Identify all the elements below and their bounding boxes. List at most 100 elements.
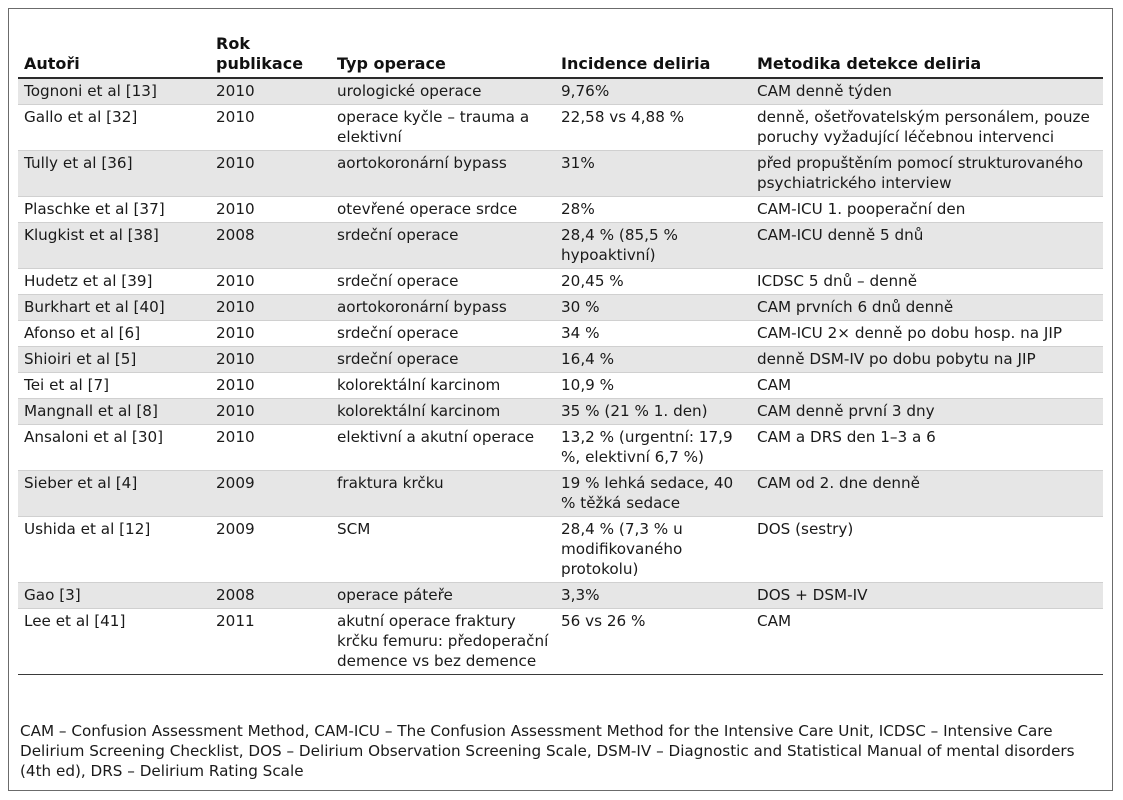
cell-incidence: 30 % xyxy=(555,294,751,321)
table-row: Shioiri et al [5] 2010 srdeční operace 16,4… xyxy=(18,346,1103,373)
table-row: Tognoni et al [13] 2010 urologické operace… xyxy=(18,78,1103,105)
cell-detection-method: CAM-ICU 1. pooperační den xyxy=(751,196,1103,223)
cell-incidence: 19 % lehká sedace, 40 % těžká sedace xyxy=(555,470,751,517)
cell-operation-type: srdeční operace xyxy=(331,268,555,295)
table-row: Klugkist et al [38] 2008 srdeční operace 28… xyxy=(18,222,1103,269)
table-row: Burkhart et al [40] 2010 aortokoronární by… xyxy=(18,294,1103,321)
cell-author: Ansaloni et al [30] xyxy=(18,424,210,471)
cell-detection-method: DOS + DSM-IV xyxy=(751,582,1103,609)
table-row: Mangnall et al [8] 2010 kolorektální karci… xyxy=(18,398,1103,425)
cell-incidence: 28% xyxy=(555,196,751,223)
table-row: Afonso et al [6] 2010 srdeční operace 34 % C… xyxy=(18,320,1103,347)
table-row: Ushida et al [12] 2009 SCM 28,4 % (7,3 % u … xyxy=(18,516,1103,583)
cell-author: Klugkist et al [38] xyxy=(18,222,210,269)
cell-year: 2010 xyxy=(210,294,331,321)
cell-year: 2010 xyxy=(210,150,331,197)
cell-incidence: 31% xyxy=(555,150,751,197)
cell-operation-type: srdeční operace xyxy=(331,320,555,347)
cell-author: Shioiri et al [5] xyxy=(18,346,210,373)
table-row: Sieber et al [4] 2009 fraktura krčku 19 % l… xyxy=(18,470,1103,517)
cell-author: Gallo et al [32] xyxy=(18,104,210,151)
cell-detection-method: CAM xyxy=(751,372,1103,399)
header-row: Autoři Rok publikace Typ operace Inciden… xyxy=(18,20,1103,79)
cell-year: 2010 xyxy=(210,346,331,373)
cell-detection-method: před propuštěním pomocí strukturovaného … xyxy=(751,150,1103,197)
header-incidence: Incidence deliria xyxy=(555,20,751,79)
table-header: Autoři Rok publikace Typ operace Inciden… xyxy=(18,20,1103,79)
cell-year: 2008 xyxy=(210,222,331,269)
cell-operation-type: kolorektální karcinom xyxy=(331,372,555,399)
cell-author: Ushida et al [12] xyxy=(18,516,210,583)
cell-operation-type: aortokoronární bypass xyxy=(331,150,555,197)
cell-operation-type: otevřené operace srdce xyxy=(331,196,555,223)
table-legend: CAM – Confusion Assessment Method, CAM-I… xyxy=(20,722,1075,780)
cell-detection-method: denně DSM-IV po dobu pobytu na JIP xyxy=(751,346,1103,373)
cell-incidence: 13,2 % (urgentní: 17,9 %, elektivní 6,7 … xyxy=(555,424,751,471)
cell-operation-type: aortokoronární bypass xyxy=(331,294,555,321)
cell-operation-type: akutní operace fraktury krčku femuru: př… xyxy=(331,608,555,675)
cell-incidence: 34 % xyxy=(555,320,751,347)
cell-detection-method: CAM denně první 3 dny xyxy=(751,398,1103,425)
cell-operation-type: fraktura krčku xyxy=(331,470,555,517)
table-row: Hudetz et al [39] 2010 srdeční operace 20,4… xyxy=(18,268,1103,295)
cell-operation-type: srdeční operace xyxy=(331,222,555,269)
cell-detection-method: ICDSC 5 dnů – denně xyxy=(751,268,1103,295)
table-row: Gallo et al [32] 2010 operace kyčle – trau… xyxy=(18,104,1103,151)
table-row: Ansaloni et al [30] 2010 elektivní a akutn… xyxy=(18,424,1103,471)
cell-detection-method: CAM od 2. dne denně xyxy=(751,470,1103,517)
cell-operation-type: srdeční operace xyxy=(331,346,555,373)
header-detection-method: Metodika detekce deliria xyxy=(751,20,1103,79)
cell-incidence: 20,45 % xyxy=(555,268,751,295)
cell-year: 2010 xyxy=(210,268,331,295)
cell-incidence: 3,3% xyxy=(555,582,751,609)
cell-detection-method: CAM a DRS den 1–3 a 6 xyxy=(751,424,1103,471)
cell-author: Gao [3] xyxy=(18,582,210,609)
cell-detection-method: denně, ošetřovatelským personálem, pouze… xyxy=(751,104,1103,151)
header-operation-type: Typ operace xyxy=(331,20,555,79)
table-body: Tognoni et al [13] 2010 urologické operace… xyxy=(18,78,1103,675)
cell-incidence: 35 % (21 % 1. den) xyxy=(555,398,751,425)
cell-incidence: 22,58 vs 4,88 % xyxy=(555,104,751,151)
cell-incidence: 28,4 % (7,3 % u modifikovaného protokolu… xyxy=(555,516,751,583)
cell-author: Plaschke et al [37] xyxy=(18,196,210,223)
cell-operation-type: operace páteře xyxy=(331,582,555,609)
cell-operation-type: SCM xyxy=(331,516,555,583)
cell-year: 2010 xyxy=(210,398,331,425)
cell-detection-method: CAM-ICU denně 5 dnů xyxy=(751,222,1103,269)
cell-operation-type: elektivní a akutní operace xyxy=(331,424,555,471)
cell-year: 2010 xyxy=(210,372,331,399)
cell-operation-type: kolorektální karcinom xyxy=(331,398,555,425)
header-year: Rok publikace xyxy=(210,20,331,79)
cell-year: 2009 xyxy=(210,516,331,583)
table-row: Plaschke et al [37] 2010 otevřené operace … xyxy=(18,196,1103,223)
cell-operation-type: operace kyčle – trauma a elektivní xyxy=(331,104,555,151)
table-row: Tei et al [7] 2010 kolorektální karcinom 10… xyxy=(18,372,1103,399)
cell-author: Tei et al [7] xyxy=(18,372,210,399)
cell-incidence: 16,4 % xyxy=(555,346,751,373)
cell-author: Tognoni et al [13] xyxy=(18,78,210,105)
cell-year: 2010 xyxy=(210,104,331,151)
cell-incidence: 10,9 % xyxy=(555,372,751,399)
cell-author: Mangnall et al [8] xyxy=(18,398,210,425)
cell-detection-method: CAM denně týden xyxy=(751,78,1103,105)
cell-year: 2010 xyxy=(210,424,331,471)
cell-year: 2010 xyxy=(210,78,331,105)
cell-author: Tully et al [36] xyxy=(18,150,210,197)
cell-year: 2011 xyxy=(210,608,331,675)
cell-year: 2008 xyxy=(210,582,331,609)
cell-detection-method: CAM xyxy=(751,608,1103,675)
header-authors: Autoři xyxy=(18,20,210,79)
cell-incidence: 56 vs 26 % xyxy=(555,608,751,675)
cell-author: Burkhart et al [40] xyxy=(18,294,210,321)
cell-detection-method: DOS (sestry) xyxy=(751,516,1103,583)
cell-author: Hudetz et al [39] xyxy=(18,268,210,295)
table-row: Gao [3] 2008 operace páteře 3,3% DOS + DSM-I… xyxy=(18,582,1103,609)
cell-year: 2010 xyxy=(210,196,331,223)
table-frame: Autoři Rok publikace Typ operace Inciden… xyxy=(8,8,1113,791)
cell-author: Lee et al [41] xyxy=(18,608,210,675)
table-row: Tully et al [36] 2010 aortokoronární bypas… xyxy=(18,150,1103,197)
cell-incidence: 28,4 % (85,5 % hypoaktivní) xyxy=(555,222,751,269)
cell-operation-type: urologické operace xyxy=(331,78,555,105)
table-row: Lee et al [41] 2011 akutní operace fraktur… xyxy=(18,608,1103,675)
cell-detection-method: CAM prvních 6 dnů denně xyxy=(751,294,1103,321)
